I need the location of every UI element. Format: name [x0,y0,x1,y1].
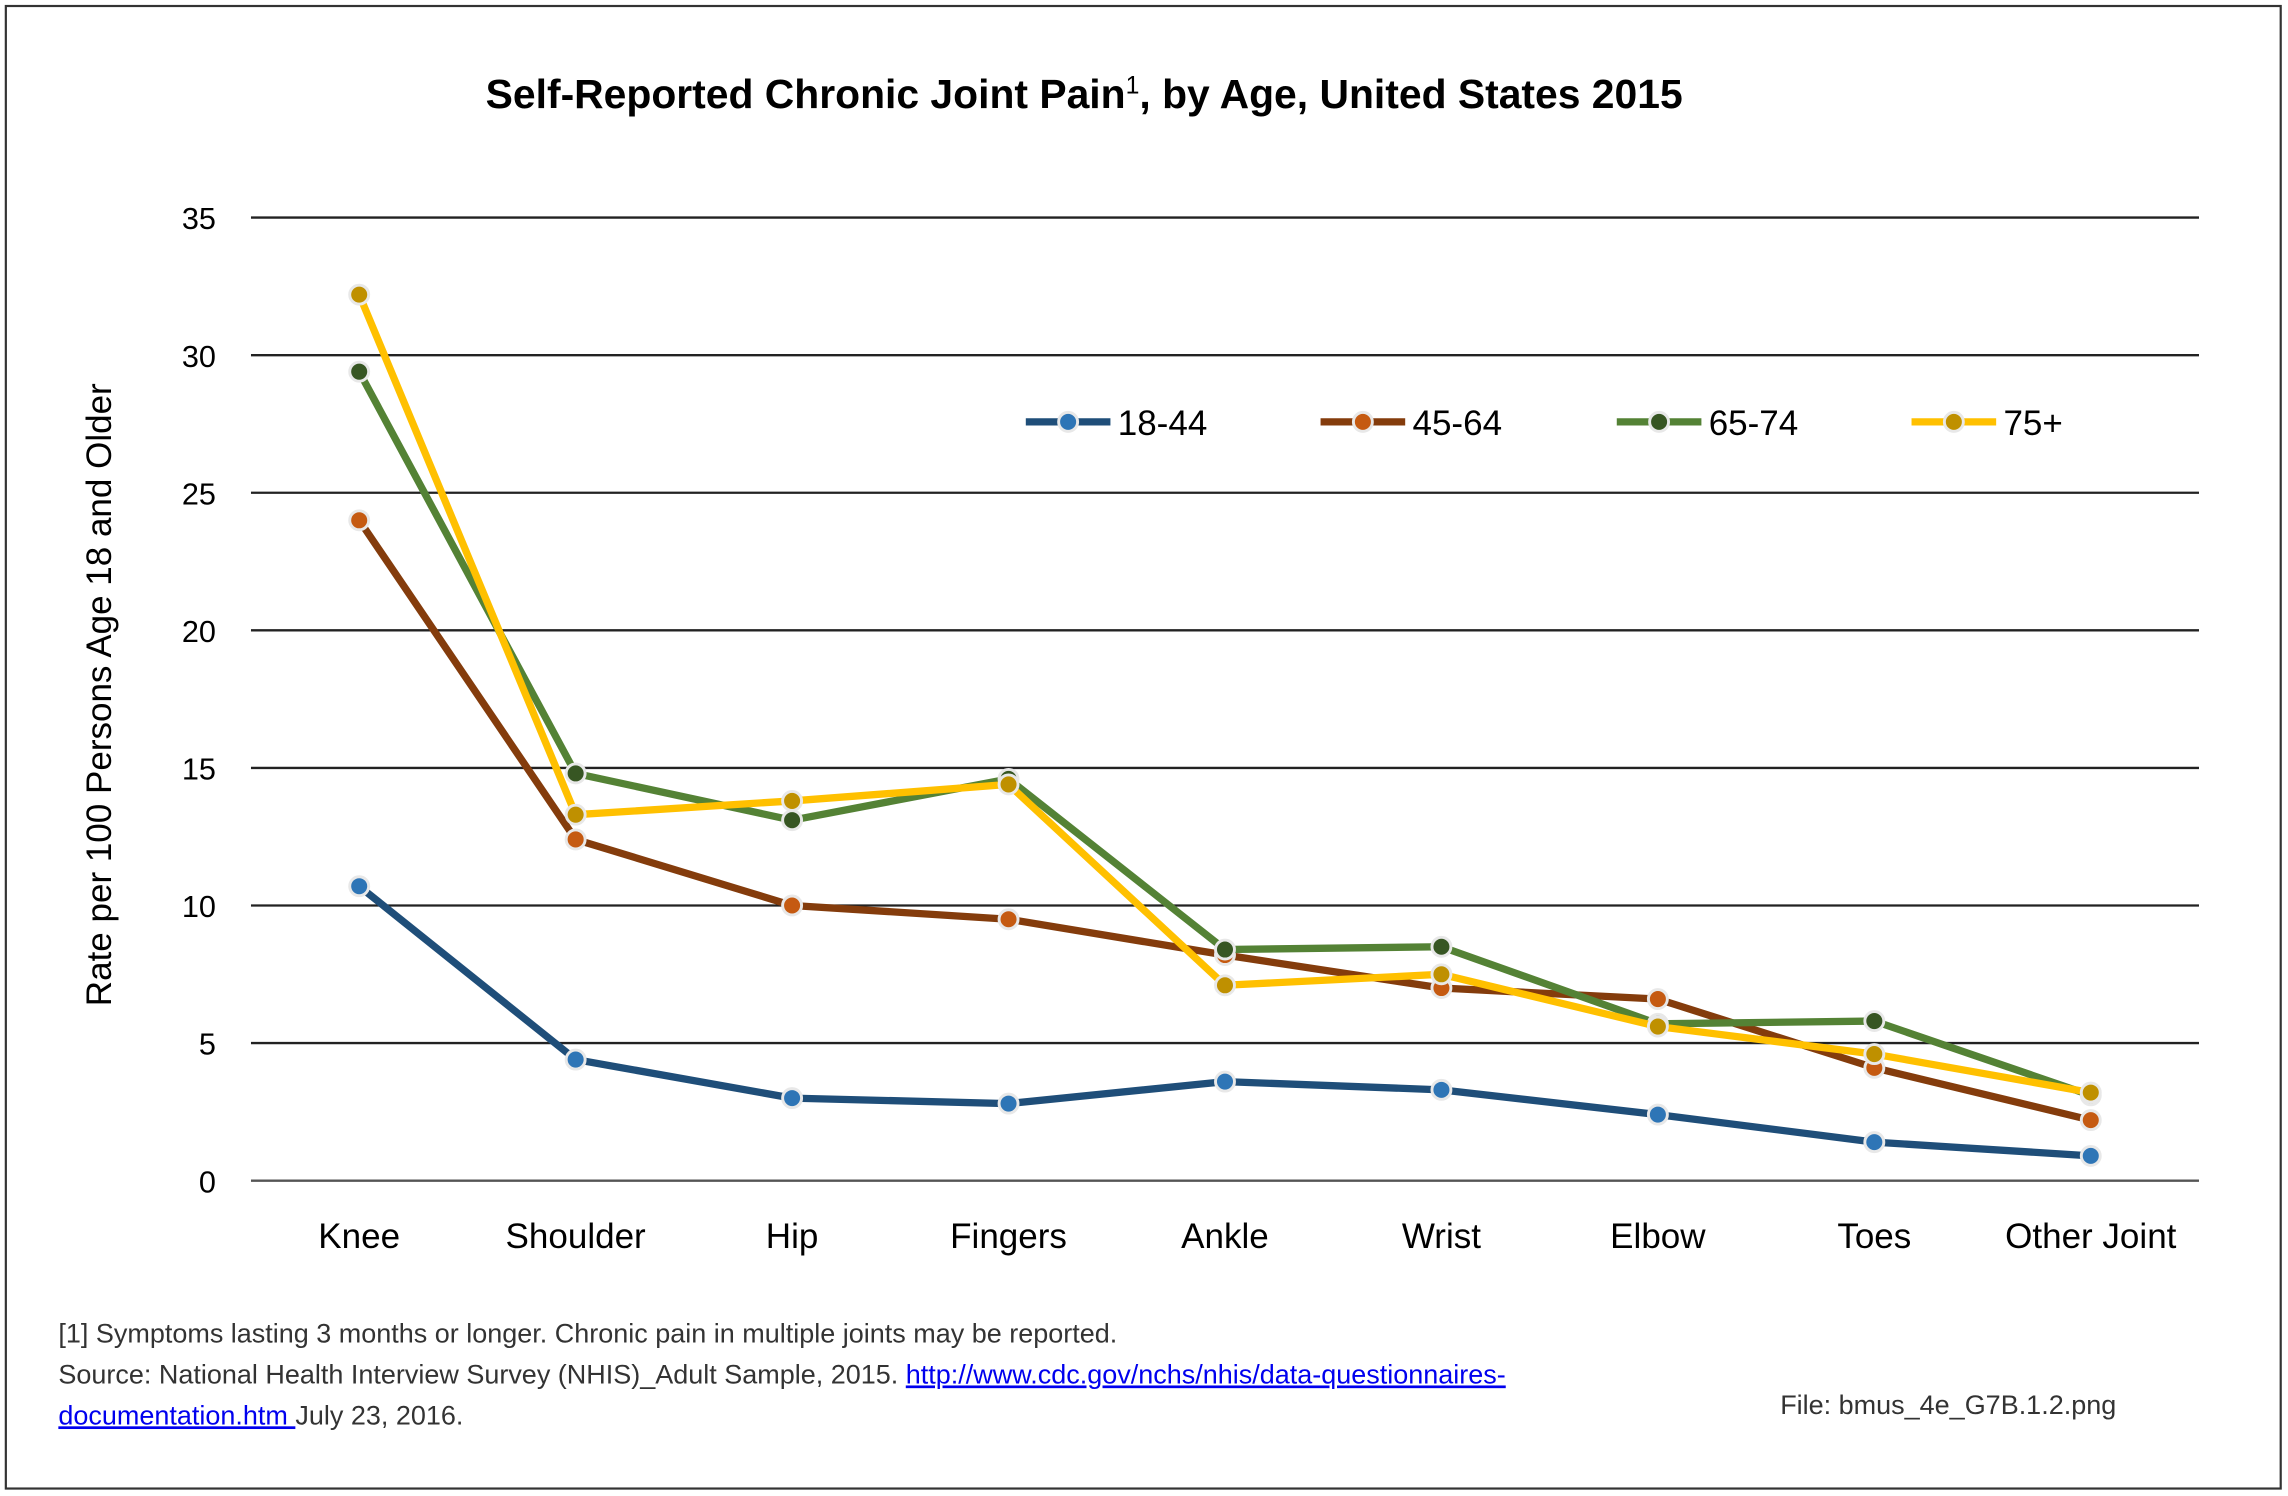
data-point [348,360,371,383]
x-tick-label: Fingers [950,1217,1067,1256]
chart-title: Self-Reported Chronic Joint Pain1, by Ag… [486,71,1683,117]
legend-label: 45-64 [1412,404,1502,443]
x-tick-label: Toes [1837,1217,1911,1256]
data-point [2079,1109,2102,1132]
series-group [348,283,2102,1167]
x-tick-label: Ankle [1181,1217,1269,1256]
data-point [1863,1043,1886,1066]
x-tick-label: Shoulder [506,1217,647,1256]
legend-marker [1057,410,1080,433]
data-point [564,762,587,785]
data-point [1863,1131,1886,1154]
y-tick-label: 0 [199,1165,216,1199]
source-link[interactable]: http://www.cdc.gov/nchs/nhis/data-questi… [906,1359,1506,1389]
data-point [348,283,371,306]
legend-item: 75+ [1911,404,2063,443]
legend-item: 45-64 [1320,404,1502,443]
x-tick-label: Hip [766,1217,819,1256]
data-point [2079,1144,2102,1167]
y-tick-label: 15 [182,753,216,787]
data-point [997,908,1020,931]
y-axis-label: Rate per 100 Persons Age 18 and Older [80,383,119,1006]
footnote-1: [1] Symptoms lasting 3 months or longer.… [58,1319,1117,1349]
x-tick-label: Knee [318,1217,400,1256]
y-tick-label: 25 [182,477,216,511]
data-point [781,1087,804,1110]
file-label: File: bmus_4e_G7B.1.2.png [1780,1390,2116,1420]
legend-label: 18-44 [1118,404,1208,443]
data-point [1646,1103,1669,1126]
x-tick-label: Other Joint [2005,1217,2177,1256]
y-tick-label: 5 [199,1028,216,1062]
data-point [1430,935,1453,958]
data-point [564,1048,587,1071]
legend-marker [1648,410,1671,433]
title-superscript: 1 [1126,73,1140,100]
legend-item: 18-44 [1025,404,1208,443]
data-point [997,773,1020,796]
y-tick-label: 20 [182,615,216,649]
data-point [1214,1070,1236,1093]
data-point [781,894,804,917]
source-link-cont[interactable]: documentation.htm [58,1400,295,1430]
legend-label: 65-74 [1709,404,1799,443]
y-tick-label: 10 [182,890,216,924]
x-tick-label: Wrist [1402,1217,1481,1256]
data-point [2079,1081,2102,1104]
data-point [1863,1010,1886,1032]
data-point [348,875,371,898]
data-point [1214,938,1236,961]
data-point [1646,1015,1669,1038]
data-point [1214,974,1236,997]
legend-marker [1351,410,1374,433]
y-tick-label: 30 [182,340,216,374]
x-tick-label: Elbow [1610,1217,1706,1256]
legend-marker [1942,410,1965,433]
data-point [1430,963,1453,986]
chart-border [4,4,2282,1490]
y-tick-label: 35 [182,202,216,236]
series-75+ [348,283,2102,1104]
data-point [781,809,804,832]
data-point [1646,988,1669,1010]
series-18-44 [348,875,2102,1167]
legend: 18-44 45-64 65-74 75+ [1025,404,2063,443]
data-point [781,789,804,812]
data-point [1430,1078,1453,1101]
data-point [348,509,371,532]
legend-item: 65-74 [1616,404,1799,443]
data-point [564,828,587,851]
x-tick-labels: Knee Shoulder Hip Fingers Ankle Wrist Elbow Toe… [318,1217,2176,1256]
data-point [564,803,587,826]
data-point [997,1092,1020,1115]
footnote-source: Source: National Health Interview Survey… [58,1359,1505,1389]
y-tick-labels: 0 5 10 15 20 25 30 35 [182,202,216,1199]
footnote-source-cont: documentation.htm July 23, 2016. [58,1400,463,1430]
legend-label: 75+ [2003,404,2062,443]
